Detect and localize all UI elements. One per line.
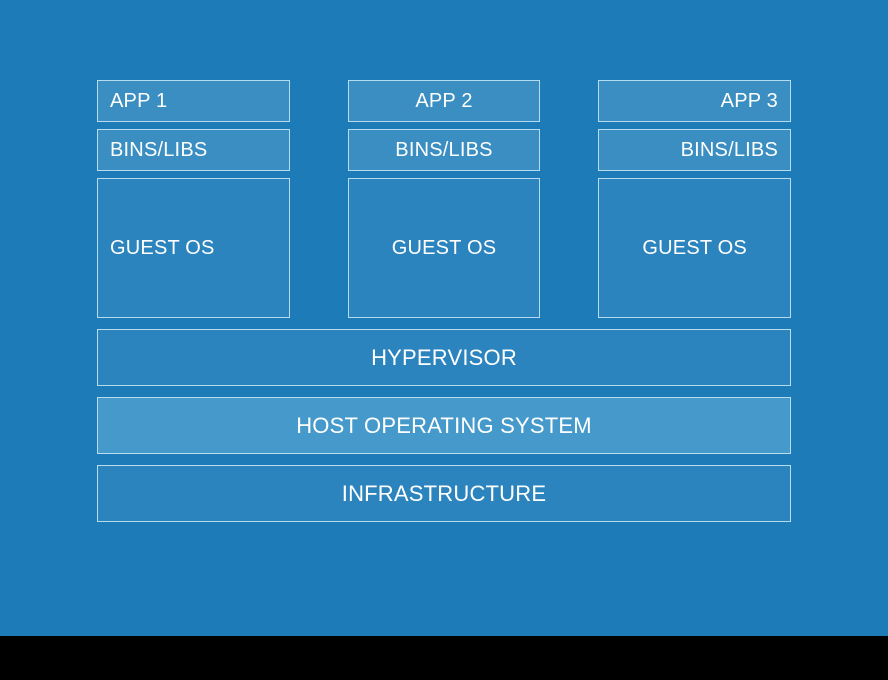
- hypervisor-layer: HYPERVISOR: [97, 329, 791, 386]
- bins-box-2: BINS/LIBS: [348, 129, 541, 171]
- vm-columns-row: APP 1 BINS/LIBS GUEST OS APP 2 BINS/LIBS…: [97, 80, 791, 318]
- diagram-canvas: APP 1 BINS/LIBS GUEST OS APP 2 BINS/LIBS…: [0, 0, 888, 636]
- app-box-1: APP 1: [97, 80, 290, 122]
- app-label: APP 1: [110, 90, 167, 113]
- virtualization-diagram: APP 1 BINS/LIBS GUEST OS APP 2 BINS/LIBS…: [97, 80, 791, 522]
- guest-os-box-2: GUEST OS: [348, 178, 541, 318]
- guest-os-label: GUEST OS: [642, 237, 747, 260]
- bins-label: BINS/LIBS: [395, 139, 492, 162]
- bins-box-3: BINS/LIBS: [598, 129, 791, 171]
- host-os-layer: HOST OPERATING SYSTEM: [97, 397, 791, 454]
- vm-column-1: APP 1 BINS/LIBS GUEST OS: [97, 80, 290, 318]
- guest-os-label: GUEST OS: [392, 237, 497, 260]
- guest-os-box-3: GUEST OS: [598, 178, 791, 318]
- app-box-3: APP 3: [598, 80, 791, 122]
- vm-column-3: APP 3 BINS/LIBS GUEST OS: [598, 80, 791, 318]
- hypervisor-label: HYPERVISOR: [371, 345, 517, 371]
- infrastructure-layer: INFRASTRUCTURE: [97, 465, 791, 522]
- guest-os-box-1: GUEST OS: [97, 178, 290, 318]
- app-label: APP 2: [415, 90, 472, 113]
- bins-label: BINS/LIBS: [681, 139, 778, 162]
- bins-box-1: BINS/LIBS: [97, 129, 290, 171]
- vm-column-2: APP 2 BINS/LIBS GUEST OS: [348, 80, 541, 318]
- app-box-2: APP 2: [348, 80, 541, 122]
- guest-os-label: GUEST OS: [110, 237, 215, 260]
- app-label: APP 3: [721, 90, 778, 113]
- bins-label: BINS/LIBS: [110, 139, 207, 162]
- infrastructure-label: INFRASTRUCTURE: [342, 481, 546, 507]
- host-os-label: HOST OPERATING SYSTEM: [296, 413, 592, 439]
